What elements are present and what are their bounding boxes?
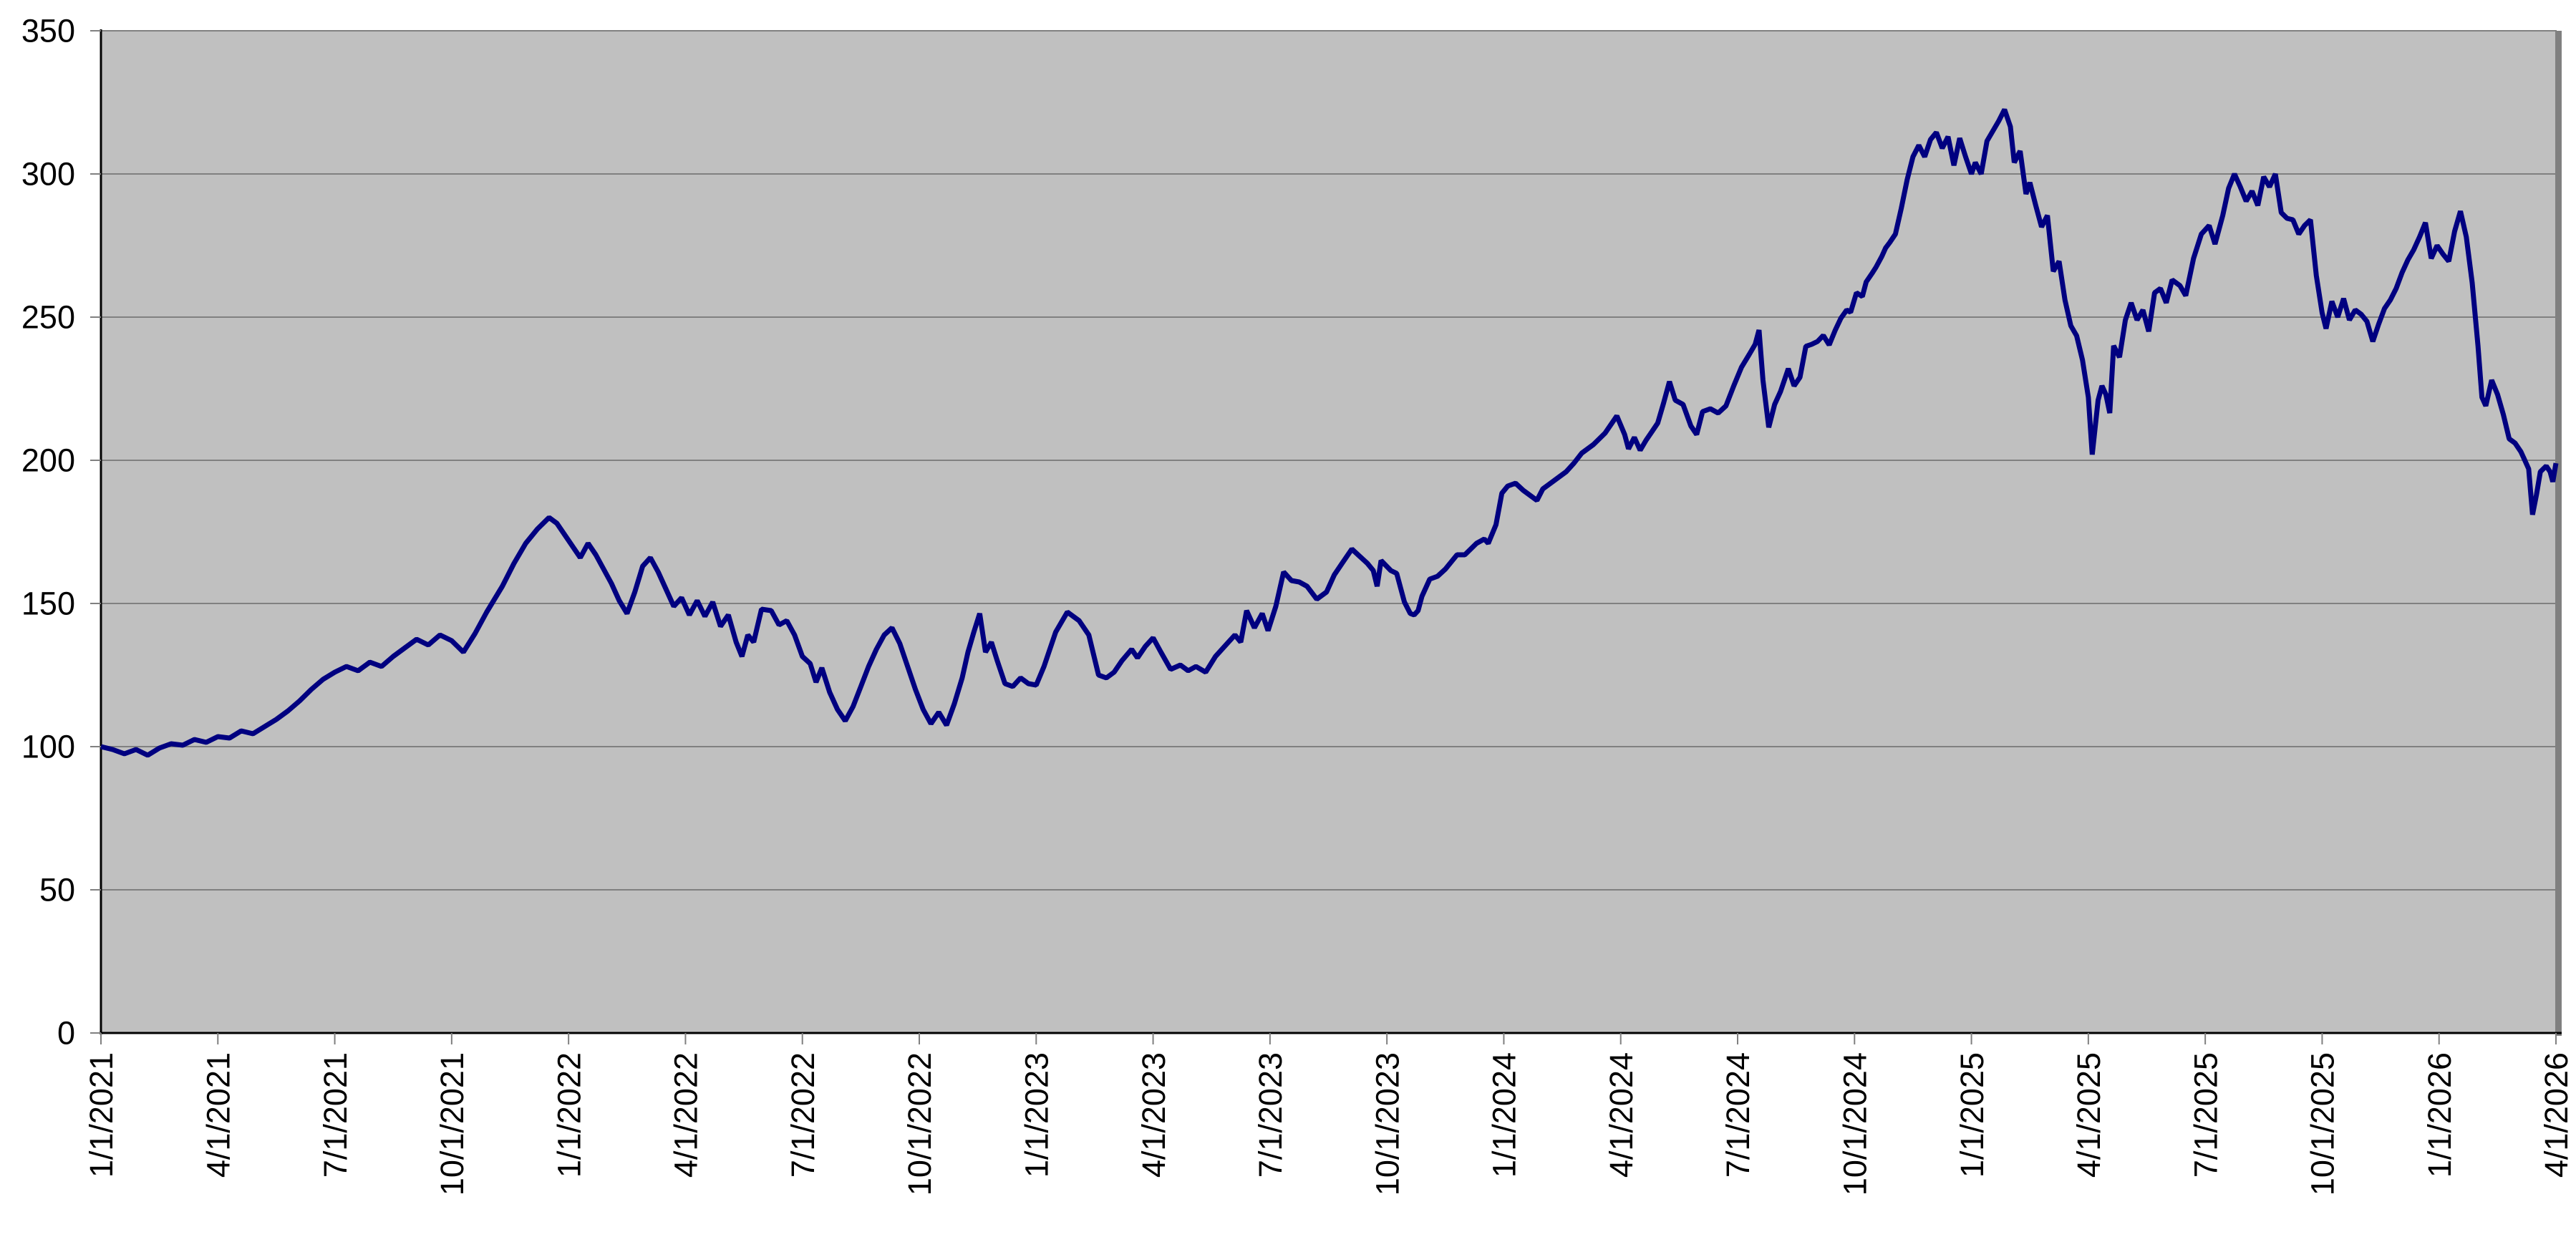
x-axis-labels: 1/1/2021 4/1/2021 7/1/2021 10/1/2021 1/1/202… xyxy=(83,1052,2575,1195)
x-axis-label: 1/1/2021 xyxy=(83,1052,120,1178)
x-axis-label: 4/1/2025 xyxy=(2071,1052,2107,1178)
y-axis-label: 150 xyxy=(21,585,75,621)
axes xyxy=(100,29,2562,1034)
x-axis-label: 10/1/2023 xyxy=(1369,1052,1405,1195)
x-axis-label: 10/1/2022 xyxy=(901,1052,938,1195)
y-axis-labels: 0 50 100 150 200 250 300 350 xyxy=(21,12,75,1051)
x-axis-label: 4/1/2022 xyxy=(668,1052,704,1178)
gridlines xyxy=(101,173,2556,891)
x-axis-label: 4/1/2026 xyxy=(2538,1052,2575,1178)
x-axis-label: 10/1/2024 xyxy=(1836,1052,1873,1195)
x-axis-label: 1/1/2025 xyxy=(1954,1052,1990,1178)
y-axis-label: 300 xyxy=(21,155,75,192)
x-axis-label: 7/1/2023 xyxy=(1252,1052,1289,1178)
x-axis-label: 1/1/2022 xyxy=(551,1052,587,1178)
y-axis-label: 250 xyxy=(21,299,75,335)
x-axis-label: 7/1/2021 xyxy=(317,1052,354,1178)
x-axis-label: 7/1/2022 xyxy=(785,1052,821,1178)
x-axis-label: 10/1/2025 xyxy=(2305,1052,2341,1195)
plot-shadow-border xyxy=(2556,31,2562,1036)
x-axis-label: 10/1/2021 xyxy=(434,1052,470,1195)
y-axis-label: 100 xyxy=(21,728,75,765)
y-axis-label: 200 xyxy=(21,442,75,478)
x-axis-label: 4/1/2023 xyxy=(1136,1052,1172,1178)
plot-area xyxy=(100,30,2562,1036)
x-axis-label: 4/1/2024 xyxy=(1603,1052,1640,1178)
x-axis-ticks xyxy=(100,1033,2557,1044)
x-axis-label: 1/1/2023 xyxy=(1018,1052,1055,1178)
y-axis-ticks xyxy=(90,30,101,1034)
x-axis-label: 1/1/2024 xyxy=(1486,1052,1523,1178)
x-axis-label: 1/1/2026 xyxy=(2421,1052,2458,1178)
series-line xyxy=(100,108,2559,758)
y-axis-label: 50 xyxy=(39,871,75,908)
y-axis-label: 350 xyxy=(21,12,75,49)
y-axis-label: 0 xyxy=(57,1014,75,1051)
x-axis-label: 4/1/2021 xyxy=(200,1052,236,1178)
x-axis-label: 7/1/2025 xyxy=(2187,1052,2224,1178)
data-series-line xyxy=(100,108,2559,758)
x-axis-label: 7/1/2024 xyxy=(1720,1052,1756,1178)
